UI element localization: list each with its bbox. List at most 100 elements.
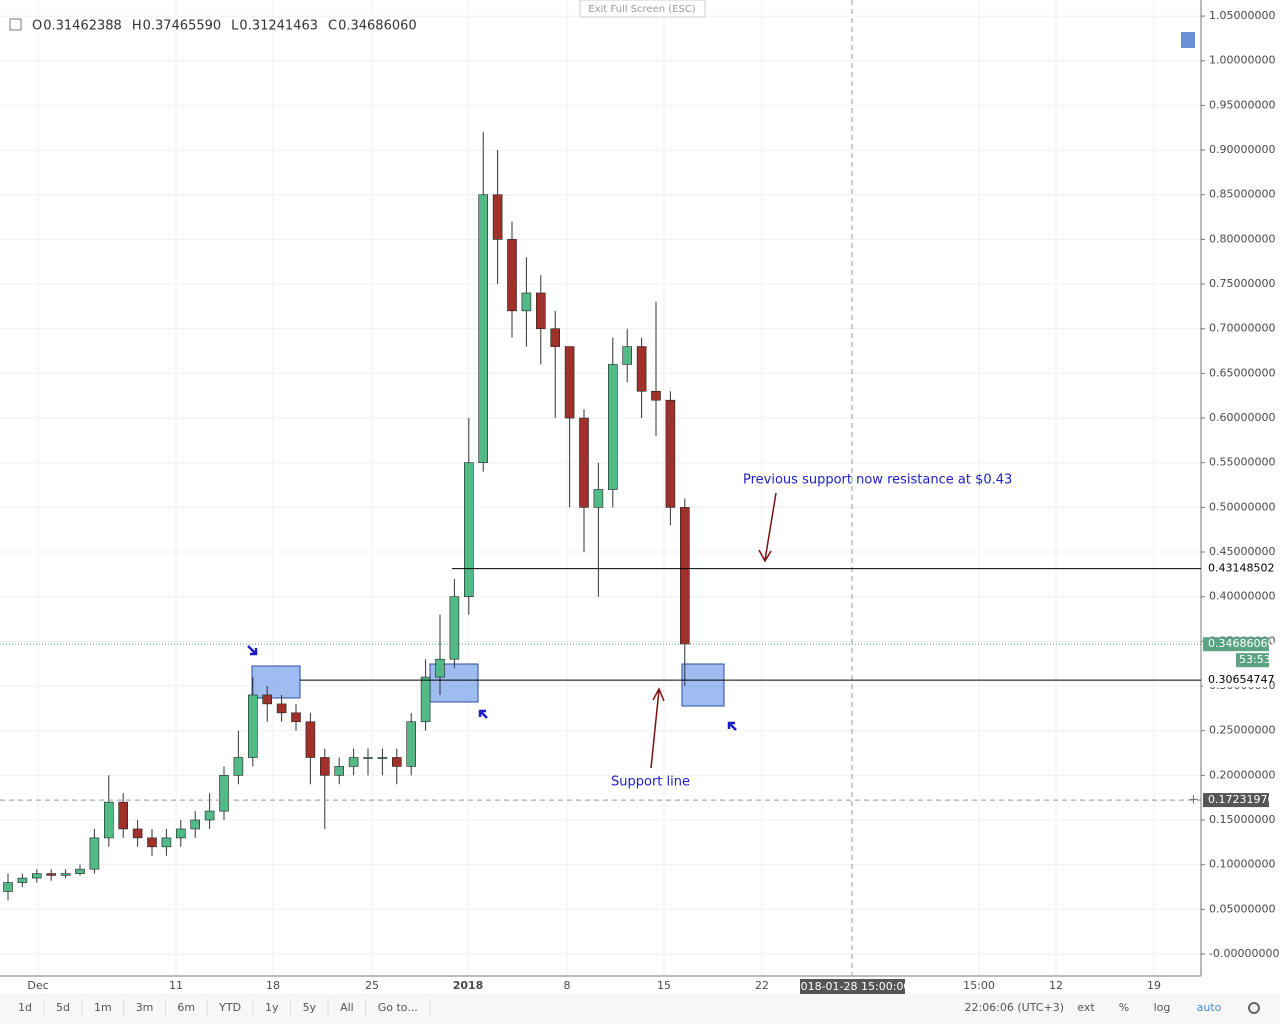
range-button[interactable]: 1m [94, 1001, 112, 1014]
candle-body [262, 694, 273, 705]
option-button[interactable]: % [1119, 1001, 1129, 1014]
countdown-bg [1236, 653, 1269, 668]
y-tick-label: -0.00000000 [1209, 947, 1279, 960]
range-button[interactable]: 1y [265, 1001, 279, 1014]
candle-body [607, 364, 618, 490]
annotation: Previous support now resistance at $0.43 [743, 473, 1012, 488]
y-tick-label: 1.05000000 [1209, 9, 1275, 22]
candle-body [118, 801, 128, 830]
candle-body [593, 489, 604, 508]
y-tick-label: 0.25000000 [1209, 724, 1275, 737]
y-tick-label: 0.40000000 [1209, 590, 1275, 603]
ohlc-value: 0.31241463 [239, 19, 318, 34]
scroll-icon[interactable] [1181, 32, 1195, 48]
candle-body [679, 507, 690, 645]
y-tick-label: 0.15000000 [1209, 813, 1275, 826]
collapse-icon[interactable] [9, 18, 22, 31]
support-label-bg [1203, 673, 1269, 688]
y-tick-label: 0.20000000 [1209, 768, 1275, 781]
exit-button[interactable] [579, 0, 706, 18]
support-label: 0.30654747 [1208, 673, 1274, 686]
y-tick-label: 0.70000000 [1209, 322, 1275, 335]
candle-body [391, 757, 402, 767]
ohlc-key: H [132, 19, 142, 34]
highlight-box [681, 663, 725, 707]
resistance-label: 0.43148502 [1208, 562, 1274, 575]
cursor-time-bg [800, 979, 905, 994]
y-tick-label: 0.75000000 [1209, 277, 1275, 290]
candle-body [535, 292, 546, 330]
range-button[interactable]: 1d [18, 1001, 32, 1014]
ohlc-value: 0.31462388 [43, 19, 122, 34]
candle-body [449, 596, 460, 660]
exit-label[interactable]: Exit Full Screen (ESC) [588, 4, 696, 15]
range-button[interactable]: Go to... [378, 1001, 418, 1014]
x-tick-label: 11 [169, 979, 183, 992]
arrow [758, 492, 777, 563]
x-tick-label: 15:00 [963, 979, 995, 992]
candle-body [348, 757, 359, 767]
candle-body [377, 757, 388, 759]
y-tick-label: 0.90000000 [1209, 143, 1275, 156]
candle-body [190, 819, 200, 830]
arrow [727, 721, 737, 731]
x-tick-label: Dec [27, 979, 48, 992]
candle-body [435, 658, 445, 678]
y-tick-label: 0.05000000 [1209, 902, 1275, 915]
candle-body [492, 194, 503, 240]
range-button[interactable]: 3m [136, 1001, 154, 1014]
ohlc-key: O [32, 19, 42, 34]
ohlc-value: 0.37465590 [143, 19, 222, 34]
arrow [247, 645, 258, 656]
y-tick-label: 0.45000000 [1209, 545, 1275, 558]
plus-icon[interactable]: + [1188, 793, 1199, 808]
range-button[interactable]: All [340, 1001, 354, 1014]
y-tick-label: 0.60000000 [1209, 411, 1275, 424]
range-button[interactable]: YTD [218, 1001, 241, 1014]
y-tick-label: 0.10000000 [1209, 858, 1275, 871]
candle-body [579, 417, 589, 508]
candle-body [478, 194, 489, 464]
y-tick-label: 0.95000000 [1209, 98, 1275, 111]
candle-body [276, 703, 287, 714]
candle-body [463, 462, 474, 598]
candle-body [176, 828, 186, 839]
range-button[interactable]: 5d [56, 1001, 70, 1014]
cursor-label-bg [1203, 793, 1269, 808]
candle-body [291, 712, 301, 723]
settings-icon[interactable] [1248, 1002, 1260, 1014]
price-label: 0.34686060 [1208, 637, 1274, 650]
x-tick-label: 22 [755, 979, 769, 992]
range-button[interactable]: 6m [177, 1001, 195, 1014]
toolbar-bg [0, 994, 1280, 1024]
resistance-label-bg [1203, 561, 1269, 576]
candle-body [319, 757, 330, 776]
candle-body [132, 828, 143, 839]
ohlc-key: L [231, 19, 239, 34]
candle-body [75, 868, 85, 874]
x-tick-label: 25 [365, 979, 379, 992]
candle-body [665, 399, 676, 508]
range-button[interactable]: 5y [303, 1001, 317, 1014]
x-tick-label: 15 [657, 979, 671, 992]
cursor-time: 2018-01-28 15:00:00 [794, 980, 911, 993]
option-button[interactable]: log [1154, 1001, 1171, 1014]
candle-body [622, 346, 633, 365]
price-label-bg [1203, 637, 1269, 652]
annotation: Support line [611, 775, 690, 790]
x-tick-label: 18 [266, 979, 280, 992]
y-tick-label: 0.65000000 [1209, 366, 1275, 379]
candles [3, 132, 690, 901]
x-tick-label: 2018 [453, 979, 484, 992]
candle-body [219, 775, 229, 812]
candle-body [46, 873, 57, 876]
option-button[interactable]: auto [1197, 1001, 1222, 1014]
candle-body [204, 810, 215, 821]
countdown: 53:53 [1239, 653, 1271, 666]
cursor-label: 0.17231970 [1208, 793, 1274, 806]
ohlc-value: 0.34686060 [338, 19, 417, 34]
candle-body [406, 721, 417, 767]
option-button[interactable]: ext [1077, 1001, 1095, 1014]
x-tick-label: 8 [564, 979, 571, 992]
